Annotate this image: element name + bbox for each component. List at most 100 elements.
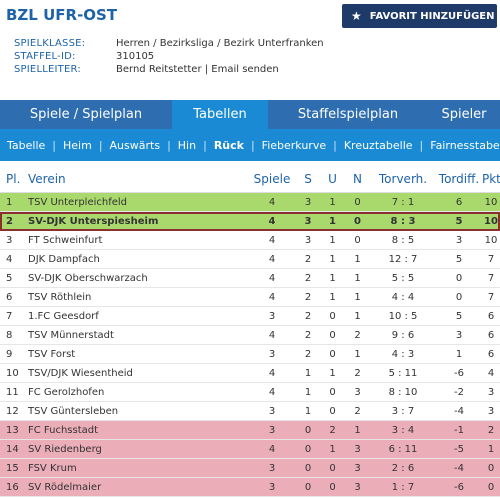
- table-row[interactable]: 4 DJK Dampfach 4 2 1 1 12 : 7 5 7: [0, 250, 500, 269]
- cell-n: 1: [354, 424, 361, 436]
- meta-label: STAFFEL-ID:: [14, 51, 76, 62]
- cell-pl: 9: [6, 348, 13, 360]
- cell-s: 1: [304, 367, 312, 379]
- cell-tordiff: 0: [455, 291, 463, 303]
- cell-u: 0: [329, 405, 336, 417]
- table-row[interactable]: 1 TSV Unterpleichfeld 4 3 1 0 7 : 1 6 10: [0, 193, 500, 212]
- cell-s: 0: [304, 424, 312, 436]
- table-row[interactable]: 12 TSV Güntersleben 3 1 0 2 3 : 7 -4 3: [0, 402, 500, 421]
- cell-team[interactable]: SV Riedenberg: [28, 443, 102, 455]
- cell-team[interactable]: FSV Krum: [28, 462, 77, 474]
- cell-team[interactable]: FC Fuchsstadt: [28, 424, 99, 436]
- cell-tordiff: -4: [454, 405, 464, 417]
- cell-tordiff: 5: [455, 310, 463, 322]
- cell-team[interactable]: TSV Röthlein: [28, 291, 92, 303]
- table-row[interactable]: 10 TSV/DJK Wiesentheid 4 1 1 2 5 : 11 -6 4: [0, 364, 500, 383]
- cell-team[interactable]: FC Gerolzhofen: [28, 386, 105, 398]
- cell-team[interactable]: TSV Münnerstadt: [28, 329, 114, 341]
- cell-team[interactable]: FT Schweinfurt: [28, 234, 103, 246]
- cell-team[interactable]: 1.FC Geesdorf: [28, 310, 99, 322]
- cell-u: 1: [329, 272, 336, 284]
- cell-team[interactable]: TSV Güntersleben: [28, 405, 119, 417]
- table-row[interactable]: 7 1.FC Geesdorf 3 2 0 1 10 : 5 5 6: [0, 307, 500, 326]
- cell-n: 3: [354, 481, 361, 493]
- subnav-tabelle[interactable]: Tabelle: [7, 138, 46, 152]
- favorite-add-button[interactable]: ★ FAVORIT HINZUFÜGEN: [342, 4, 497, 28]
- cell-u: 1: [329, 234, 336, 246]
- col-header-spiele: Spiele: [253, 171, 291, 186]
- subnav-rueck[interactable]: Rück: [213, 138, 244, 152]
- cell-spiele: 4: [268, 386, 276, 398]
- tab-staffelspielplan[interactable]: Staffelspielplan: [297, 107, 399, 122]
- subnav-heim[interactable]: Heim: [63, 138, 92, 152]
- cell-pl: 2: [6, 215, 13, 227]
- cell-team[interactable]: SV-DJK Oberschwarzach: [28, 272, 148, 284]
- cell-torverh: 4 : 4: [391, 291, 415, 303]
- cell-u: 1: [329, 215, 336, 227]
- table-row[interactable]: 13 FC Fuchsstadt 3 0 2 1 3 : 4 -1 2: [0, 421, 500, 440]
- cell-pkt: 7: [487, 291, 495, 303]
- cell-n: 3: [354, 386, 361, 398]
- subnav-fieberkurve[interactable]: Fieberkurve: [261, 138, 327, 152]
- cell-team[interactable]: DJK Dampfach: [28, 253, 100, 265]
- cell-s: 2: [304, 291, 312, 303]
- cell-pkt: 7: [487, 253, 495, 265]
- cell-s: 0: [304, 481, 312, 493]
- table-header: Pl. Verein Spiele S U N Torverh. Tordiff…: [0, 165, 500, 193]
- cell-u: 1: [329, 367, 336, 379]
- table-row[interactable]: 9 TSV Forst 3 2 0 1 4 : 3 1 6: [0, 345, 500, 364]
- subnav-hin[interactable]: Hin: [177, 138, 197, 152]
- cell-tordiff: -5: [454, 443, 464, 455]
- cell-pl: 12: [6, 405, 19, 417]
- table-row[interactable]: 2 SV-DJK Unterspiesheim 4 3 1 0 8 : 3 5 10: [0, 212, 500, 231]
- table-row[interactable]: 3 FT Schweinfurt 4 3 1 0 8 : 5 3 10: [0, 231, 500, 250]
- tab-spiele-spielplan[interactable]: Spiele / Spielplan: [29, 107, 143, 122]
- cell-u: 1: [329, 291, 336, 303]
- table-row[interactable]: 14 SV Riedenberg 4 0 1 3 6 : 11 -5 1: [0, 440, 500, 459]
- tab-spieler[interactable]: Spieler: [441, 107, 487, 122]
- cell-pl: 7: [6, 310, 13, 322]
- table-row[interactable]: 16 SV Rödelmaier 3 0 0 3 1 : 7 -6 0: [0, 478, 500, 497]
- meta-row-spielklasse: SPIELKLASSE: Herren / Bezirksliga / Bezi…: [14, 37, 324, 50]
- cell-pkt: 3: [487, 405, 495, 417]
- cell-team[interactable]: TSV/DJK Wiesentheid: [28, 367, 133, 379]
- table-row[interactable]: 5 SV-DJK Oberschwarzach 4 2 1 1 5 : 5 0 7: [0, 269, 500, 288]
- tab-tabellen[interactable]: Tabellen: [172, 100, 268, 129]
- subnav-auswaerts[interactable]: Auswärts: [109, 138, 161, 152]
- cell-team[interactable]: SV-DJK Unterspiesheim: [28, 215, 159, 227]
- table-row[interactable]: 15 FSV Krum 3 0 0 3 2 : 6 -4 0: [0, 459, 500, 478]
- cell-pl: 16: [6, 481, 19, 493]
- cell-pkt: 4: [487, 367, 495, 379]
- cell-torverh: 2 : 6: [391, 462, 415, 474]
- cell-n: 2: [354, 405, 361, 417]
- cell-torverh: 8 : 5: [391, 234, 415, 246]
- table-row[interactable]: 6 TSV Röthlein 4 2 1 1 4 : 4 0 7: [0, 288, 500, 307]
- cell-team[interactable]: TSV Unterpleichfeld: [28, 196, 128, 208]
- cell-pl: 8: [6, 329, 13, 341]
- cell-torverh: 5 : 5: [391, 272, 415, 284]
- star-icon: ★: [351, 9, 362, 23]
- subnav-kreuztabelle[interactable]: Kreuztabelle: [343, 138, 413, 152]
- cell-n: 1: [354, 291, 361, 303]
- cell-torverh: 3 : 4: [391, 424, 415, 436]
- cell-pkt: 2: [487, 424, 495, 436]
- cell-pkt: 6: [487, 310, 495, 322]
- cell-n: 0: [354, 215, 361, 227]
- favorite-add-label: FAVORIT HINZUFÜGEN: [369, 10, 495, 22]
- cell-team[interactable]: TSV Forst: [28, 348, 76, 360]
- cell-s: 2: [304, 272, 312, 284]
- table-row[interactable]: 8 TSV Münnerstadt 4 2 0 2 9 : 6 3 6: [0, 326, 500, 345]
- col-header-torverh: Torverh.: [378, 171, 428, 186]
- cell-torverh: 5 : 11: [388, 367, 418, 379]
- cell-team[interactable]: SV Rödelmaier: [28, 481, 102, 493]
- meta-value: Herren / Bezirksliga / Bezirk Unterfrank…: [116, 38, 324, 49]
- meta-value[interactable]: Bernd Reitstetter | Email senden: [116, 64, 279, 75]
- subnav-fairnesstabelle[interactable]: Fairnesstabelle: [430, 138, 500, 152]
- subnav-separator: |: [250, 138, 255, 152]
- cell-spiele: 3: [268, 424, 276, 436]
- subnav-separator: |: [333, 138, 337, 152]
- table-row[interactable]: 11 FC Gerolzhofen 4 1 0 3 8 : 10 -2 3: [0, 383, 500, 402]
- cell-torverh: 3 : 7: [391, 405, 415, 417]
- cell-n: 3: [354, 462, 361, 474]
- cell-pkt: 6: [487, 329, 495, 341]
